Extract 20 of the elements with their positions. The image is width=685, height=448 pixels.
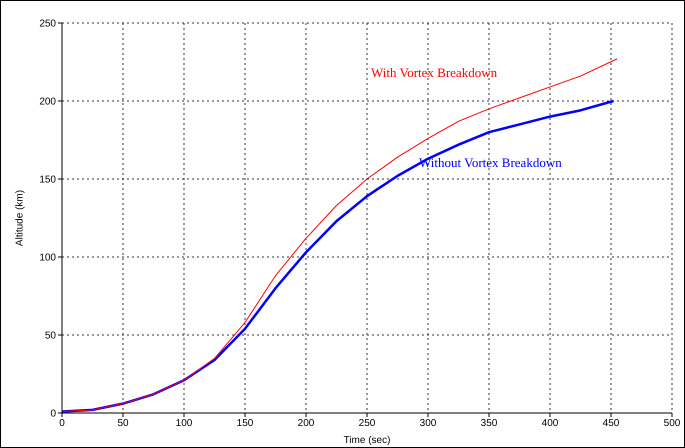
- x-tick-label: 150: [236, 418, 254, 430]
- series-label: With Vortex Breakdown: [371, 65, 498, 81]
- y-tick-label: 150: [39, 174, 56, 186]
- y-tick-label: 50: [44, 330, 56, 342]
- x-tick-label: 100: [176, 418, 193, 430]
- x-tick-label: 0: [59, 418, 66, 430]
- x-tick-label: 50: [117, 418, 129, 430]
- x-axis-title: Time (sec): [344, 435, 390, 446]
- y-tick-label: 200: [39, 96, 56, 108]
- y-axis-title: Altitude (km): [14, 190, 26, 246]
- x-tick-label: 400: [542, 418, 559, 430]
- x-tick-label: 350: [480, 418, 498, 430]
- x-tick-label: 200: [298, 418, 315, 430]
- y-tick-label: 100: [39, 252, 56, 264]
- x-tick-label: 300: [420, 418, 437, 430]
- y-tick-label: 0: [50, 408, 56, 420]
- x-tick-label: 250: [358, 418, 376, 430]
- x-tick-label: 500: [664, 418, 681, 430]
- y-tick-label: 250: [39, 18, 56, 30]
- x-tick-label: 450: [602, 418, 620, 430]
